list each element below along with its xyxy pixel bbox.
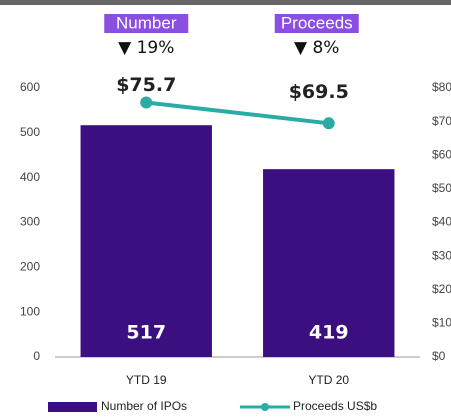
y2-tick-label: $10 [432,316,451,330]
bar [80,125,212,357]
annotation-label: Number [116,13,177,32]
y-tick-label: 600 [20,80,40,94]
annotation-box [274,14,359,33]
y2-tick-label: $40 [432,215,451,229]
y2-tick-label: $60 [432,147,451,161]
annotation-label: Proceeds [281,13,353,32]
y2-tick-label: $50 [432,181,451,195]
y2-tick-label: $20 [432,282,451,296]
annotation-change: ▼ 8% [294,38,339,58]
annotation-box [104,14,189,33]
y-tick-label: 200 [20,260,40,274]
y2-tick-label: $80 [432,80,451,94]
y2-tick-label: $0 [432,349,446,363]
bar-label: 517 [126,322,166,344]
annotation-change: ▼ 19% [118,38,174,58]
x-tick-label: YTD 19 [126,373,167,387]
line-label: $75.7 [116,74,176,96]
top-bar [0,0,451,5]
line-label: $69.5 [289,81,349,103]
y2-tick-label: $70 [432,114,451,128]
y-tick-label: 100 [20,304,40,318]
y2-tick-label: $30 [432,248,451,262]
bar-label: 419 [309,322,349,344]
y-tick-label: 0 [33,349,40,363]
line-marker [322,117,335,130]
line [146,100,329,126]
y-tick-label: 500 [20,125,40,139]
line-marker [140,96,153,109]
y-tick-label: 400 [20,170,40,184]
bar [263,169,395,357]
legend-label: Number of IPOs [101,399,187,413]
x-tick-label: YTD 20 [308,373,349,387]
legend-marker [261,403,269,411]
y-tick-label: 300 [20,215,40,229]
legend-swatch [48,402,97,412]
legend-label: Proceeds US$b [293,399,377,413]
